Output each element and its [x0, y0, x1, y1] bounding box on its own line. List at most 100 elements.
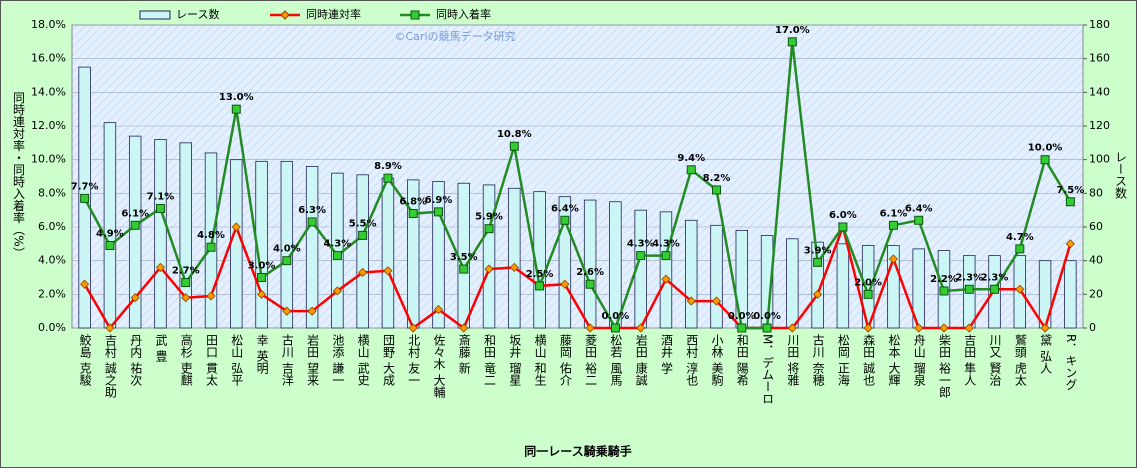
x-tick-label: 丹内 祐次 [129, 334, 143, 386]
marker [231, 104, 241, 114]
bar [508, 187, 521, 329]
x-tick-label: 横山 武史 [356, 334, 370, 386]
marker [560, 215, 570, 225]
marker [307, 306, 317, 316]
marker [130, 220, 140, 230]
data-label: 6.1% [880, 208, 908, 219]
x-tick-label: 池添 謙一 [331, 334, 345, 386]
marker [130, 293, 140, 303]
data-label: 6.3% [298, 205, 326, 216]
x-tick-label: 古川 奈穂 [811, 333, 825, 387]
x-tick-label: 武 豊 [154, 334, 168, 362]
marker [358, 230, 368, 240]
data-label: 4.3% [627, 239, 655, 250]
x-tick-label: 松本 大輝 [887, 334, 901, 386]
data-label: 0.0% [602, 311, 630, 322]
marker [964, 284, 974, 294]
data-label: 10.8% [497, 129, 532, 140]
marker [181, 293, 191, 303]
marker [155, 203, 165, 213]
marker [712, 185, 722, 195]
marker [383, 173, 393, 183]
bar [103, 122, 117, 329]
y2-axis-title: レース数 [1114, 151, 1128, 200]
x-tick-label: R．キング [1064, 334, 1078, 390]
x-tick-label: 佐々木 大輔 [432, 334, 446, 399]
marker [585, 323, 595, 333]
marker [332, 251, 342, 261]
bar [811, 241, 824, 329]
y-tick-label: 6.0% [38, 220, 66, 233]
marker [1040, 155, 1050, 165]
y2-tick-label: 140 [1089, 85, 1110, 98]
data-label: 13.0% [219, 92, 254, 103]
marker [661, 251, 671, 261]
marker [711, 296, 722, 306]
y-tick-label: 4.0% [38, 254, 66, 267]
legend-marker [280, 10, 290, 20]
marker [585, 279, 595, 289]
x-tick-label: 川田 将雅 [786, 334, 800, 386]
marker [206, 291, 216, 301]
marker [433, 207, 443, 217]
marker [509, 141, 519, 151]
marker [358, 267, 368, 278]
x-tick-label: 松山 弘平 [230, 334, 244, 386]
x-tick-label: 柴田 裕一郎 [937, 334, 951, 398]
legend-label: レース数 [176, 8, 219, 21]
y-tick-label: 12.0% [31, 119, 66, 132]
marker [914, 215, 924, 225]
marker [408, 323, 418, 333]
data-label: 2.3% [955, 272, 983, 283]
line [83, 41, 1072, 331]
line [83, 222, 1072, 333]
marker [1015, 244, 1025, 254]
bar [482, 184, 496, 329]
bar [356, 174, 369, 329]
bar [887, 245, 900, 329]
marker [838, 222, 848, 232]
bar [710, 224, 723, 329]
marker [686, 165, 696, 175]
bar [432, 181, 445, 329]
marker [105, 241, 115, 251]
x-tick-label: 岩田 康誠 [634, 333, 648, 387]
y-tick-label: 2.0% [38, 287, 66, 300]
marker [1040, 323, 1050, 333]
y2-tick-label: 40 [1089, 254, 1103, 267]
data-label: 2.6% [576, 267, 604, 278]
x-tick-label: 吉田 隼人 [963, 334, 977, 386]
y2-tick-label: 20 [1089, 287, 1103, 300]
data-label: 17.0% [775, 25, 810, 36]
y-tick-label: 16.0% [31, 52, 66, 65]
x-tick-label: 和田 陽希 [735, 334, 749, 386]
data-label: 10.0% [1028, 143, 1063, 154]
data-label: 6.9% [425, 195, 453, 206]
data-label: 6.0% [829, 210, 857, 221]
x-tick-label: 吉村 誠之助 [103, 334, 117, 398]
y2-tick-label: 100 [1089, 153, 1110, 166]
x-tick-label: 松若 風馬 [609, 334, 623, 387]
marker [787, 37, 797, 47]
y-tick-label: 18.0% [31, 18, 66, 31]
bar [659, 211, 673, 329]
marker [484, 264, 494, 274]
data-label: 7.1% [147, 191, 175, 202]
marker [560, 279, 570, 289]
x-tick-label: 黛 弘人 [1039, 334, 1053, 374]
marker [307, 217, 317, 227]
legend-swatch [139, 10, 171, 20]
bar [179, 142, 192, 329]
bar [230, 159, 243, 329]
marker [1065, 197, 1075, 207]
marker [863, 323, 873, 333]
x-tick-label: 田口 貫太 [205, 334, 219, 386]
x-tick-label: 岩田 望来 [306, 333, 320, 386]
data-label: 8.2% [703, 173, 731, 184]
marker [433, 304, 444, 315]
x-tick-label: 和田 竜二 [483, 334, 497, 386]
marker [661, 274, 671, 284]
marker [813, 257, 823, 267]
bar [280, 160, 294, 329]
data-label: 4.3% [324, 239, 352, 250]
